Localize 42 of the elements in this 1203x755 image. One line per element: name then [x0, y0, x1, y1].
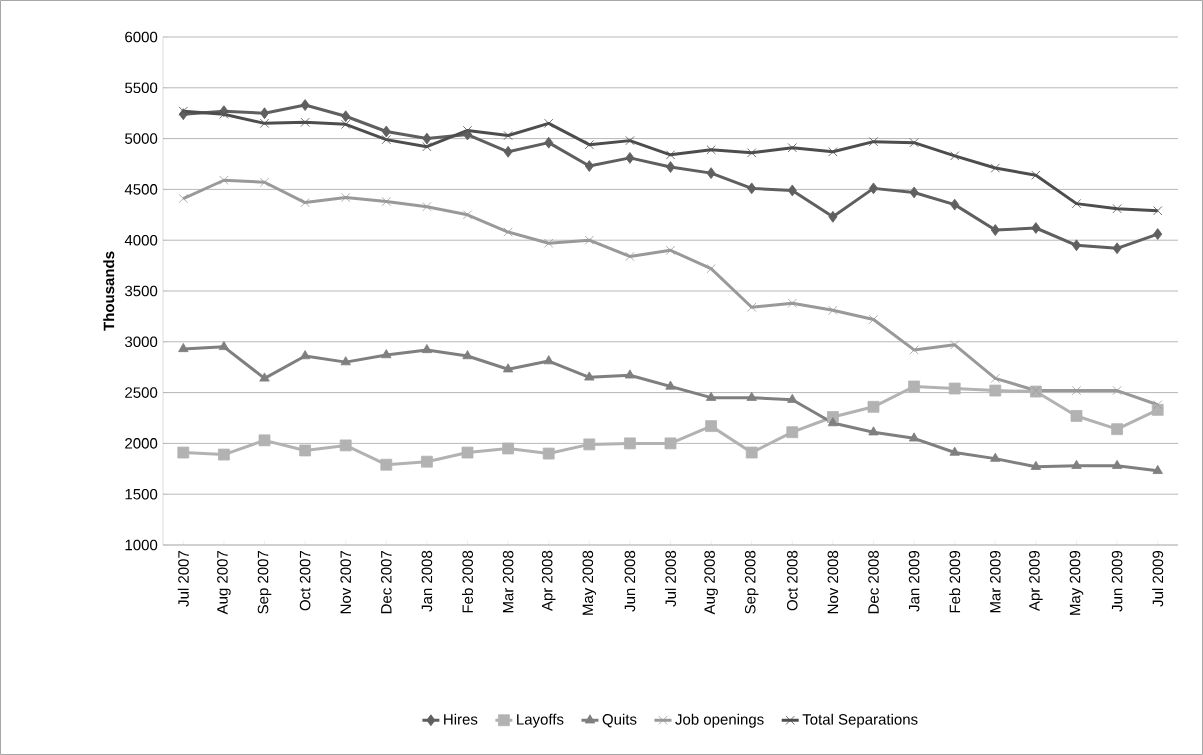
y-tick-label: 1500 [125, 488, 158, 500]
y-tick-label: 3000 [125, 336, 158, 348]
y-tick-label: 4000 [124, 234, 158, 246]
x-tick-label: Aug 2007 [217, 550, 231, 615]
legend-label: Quits [602, 713, 637, 728]
x-tick-label: Jun 2008 [624, 550, 636, 612]
x-tick-label: Oct 2008 [786, 550, 798, 611]
x-tick-label: Nov 2007 [340, 550, 352, 614]
legend-label: Layoffs [517, 713, 564, 728]
y-tick-label: 2000 [125, 438, 158, 449]
x-tick-label: Apr 2009 [1029, 550, 1043, 612]
y-tick-label: 2500 [125, 387, 158, 398]
y-tick-label: 1000 [125, 539, 158, 551]
x-tick-label: Oct 2007 [299, 550, 311, 611]
x-tick-label: May 2009 [1069, 550, 1084, 615]
y-tick-label: 5000 [125, 133, 158, 144]
y-tick-label: 6000 [125, 31, 158, 43]
y-axis-title: Thousands [103, 251, 115, 331]
legend-label: Job openings [675, 713, 764, 728]
x-tick-label: Sep 2007 [257, 550, 272, 614]
x-tick-label: Jan 2009 [908, 550, 920, 612]
x-tick-label: Aug 2008 [704, 550, 718, 615]
x-tick-label: Feb 2008 [461, 550, 473, 613]
x-tick-label: Nov 2008 [827, 550, 839, 614]
x-tick-label: Jul 2009 [1152, 550, 1164, 607]
y-tick-label: 5500 [125, 82, 158, 94]
x-tick-label: May 2008 [582, 550, 597, 615]
x-tick-label: Jun 2009 [1111, 550, 1123, 612]
x-tick-label: Sep 2008 [744, 550, 759, 614]
x-tick-label: Jul 2007 [177, 550, 189, 607]
x-tick-label: Apr 2008 [541, 550, 556, 612]
x-tick-label: Mar 2009 [989, 550, 1001, 613]
x-tick-label: Dec 2007 [381, 550, 392, 614]
y-tick-label: 3500 [125, 285, 158, 297]
x-tick-label: Mar 2008 [502, 550, 514, 613]
x-tick-label: Jul 2008 [664, 550, 676, 607]
legend-label: Total Separations [802, 713, 918, 728]
x-tick-label: Dec 2008 [868, 550, 879, 614]
x-tick-label: Feb 2009 [949, 550, 961, 613]
legend-label: Hires [444, 713, 478, 725]
y-tick-label: 4500 [124, 184, 158, 195]
x-tick-label: Jan 2008 [421, 550, 433, 612]
